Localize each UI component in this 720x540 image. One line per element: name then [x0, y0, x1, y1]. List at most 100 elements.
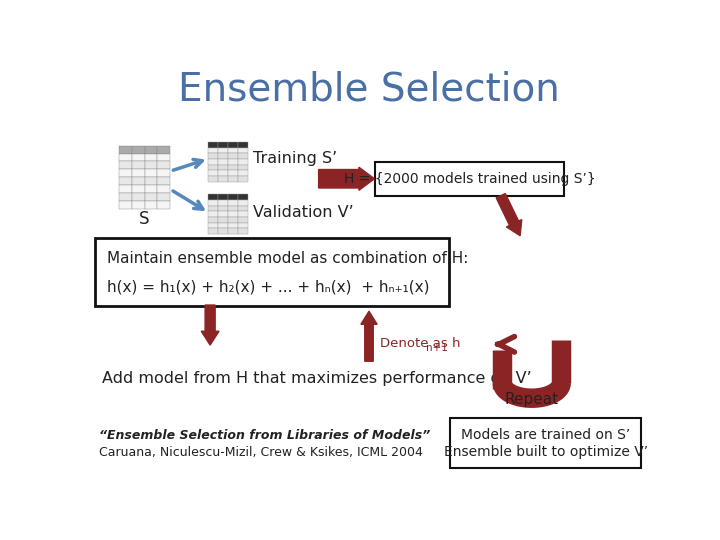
Bar: [145, 161, 157, 170]
Text: Maintain ensemble model as combination of H:: Maintain ensemble model as combination o…: [107, 251, 469, 266]
Text: Denote as h: Denote as h: [380, 337, 460, 350]
Bar: [208, 159, 218, 165]
Bar: [120, 193, 132, 201]
Bar: [120, 153, 132, 161]
Text: Models are trained on S’: Models are trained on S’: [461, 428, 630, 442]
Bar: [157, 161, 170, 170]
Bar: [132, 201, 145, 209]
Text: Validation V’: Validation V’: [253, 205, 354, 220]
Bar: [228, 171, 238, 176]
Text: Caruana, Niculescu-Mizil, Crew & Ksikes, ICML 2004: Caruana, Niculescu-Mizil, Crew & Ksikes,…: [99, 446, 423, 458]
Bar: [132, 161, 145, 170]
Bar: [208, 228, 218, 234]
Bar: [208, 217, 218, 223]
FancyBboxPatch shape: [96, 238, 449, 306]
Bar: [218, 211, 228, 217]
FancyArrow shape: [319, 167, 374, 190]
Bar: [208, 176, 218, 182]
Bar: [218, 153, 228, 159]
Bar: [145, 170, 157, 177]
Bar: [228, 194, 238, 200]
Bar: [145, 146, 157, 153]
Bar: [228, 206, 238, 211]
Bar: [208, 165, 218, 171]
Text: n+1: n+1: [426, 343, 449, 353]
Bar: [145, 201, 157, 209]
Bar: [132, 177, 145, 185]
Bar: [238, 223, 248, 228]
Bar: [218, 171, 228, 176]
Text: Training S’: Training S’: [253, 151, 337, 166]
Bar: [238, 211, 248, 217]
Text: “Ensemble Selection from Libraries of Models”: “Ensemble Selection from Libraries of Mo…: [99, 429, 431, 442]
Text: S: S: [139, 210, 150, 228]
Bar: [238, 159, 248, 165]
Bar: [120, 201, 132, 209]
Bar: [238, 142, 248, 147]
Bar: [228, 142, 238, 147]
Bar: [238, 228, 248, 234]
Text: Ensemble Selection: Ensemble Selection: [178, 70, 560, 109]
Text: h(x) = h₁(x) + h₂(x) + ... + hₙ(x)  + hₙ₊₁(x): h(x) = h₁(x) + h₂(x) + ... + hₙ(x) + hₙ₊…: [107, 279, 430, 294]
Bar: [120, 185, 132, 193]
FancyArrow shape: [361, 311, 377, 361]
Bar: [228, 200, 238, 206]
Bar: [208, 147, 218, 153]
Bar: [218, 194, 228, 200]
Bar: [208, 153, 218, 159]
Bar: [218, 147, 228, 153]
Bar: [228, 211, 238, 217]
Text: Add model from H that maximizes performance on V’: Add model from H that maximizes performa…: [102, 372, 531, 387]
Bar: [218, 217, 228, 223]
FancyBboxPatch shape: [451, 418, 641, 468]
Bar: [238, 200, 248, 206]
Bar: [218, 223, 228, 228]
Bar: [208, 206, 218, 211]
Bar: [218, 176, 228, 182]
Bar: [238, 206, 248, 211]
FancyArrow shape: [201, 305, 219, 345]
Bar: [218, 200, 228, 206]
Bar: [208, 211, 218, 217]
Text: Repeat: Repeat: [505, 392, 559, 407]
Bar: [120, 170, 132, 177]
Bar: [228, 176, 238, 182]
Bar: [120, 146, 132, 153]
Bar: [238, 171, 248, 176]
Text: H = {2000 models trained using S’}: H = {2000 models trained using S’}: [344, 172, 595, 186]
FancyArrow shape: [496, 193, 522, 236]
Bar: [132, 185, 145, 193]
Bar: [157, 201, 170, 209]
Bar: [228, 165, 238, 171]
Bar: [228, 223, 238, 228]
Bar: [208, 194, 218, 200]
Bar: [218, 206, 228, 211]
Bar: [145, 185, 157, 193]
Bar: [157, 170, 170, 177]
Bar: [157, 153, 170, 161]
Bar: [208, 223, 218, 228]
Bar: [208, 200, 218, 206]
Text: Ensemble built to optimize V’: Ensemble built to optimize V’: [444, 445, 648, 459]
Bar: [157, 193, 170, 201]
Bar: [120, 177, 132, 185]
Bar: [238, 165, 248, 171]
Bar: [157, 177, 170, 185]
Bar: [157, 185, 170, 193]
Bar: [132, 193, 145, 201]
Bar: [228, 159, 238, 165]
Bar: [228, 217, 238, 223]
Bar: [218, 165, 228, 171]
Bar: [238, 217, 248, 223]
Bar: [120, 161, 132, 170]
Bar: [228, 153, 238, 159]
Bar: [238, 194, 248, 200]
Bar: [218, 228, 228, 234]
Bar: [228, 228, 238, 234]
Bar: [145, 177, 157, 185]
Bar: [208, 142, 218, 147]
FancyBboxPatch shape: [375, 162, 564, 195]
Bar: [145, 193, 157, 201]
Bar: [238, 147, 248, 153]
Bar: [238, 153, 248, 159]
